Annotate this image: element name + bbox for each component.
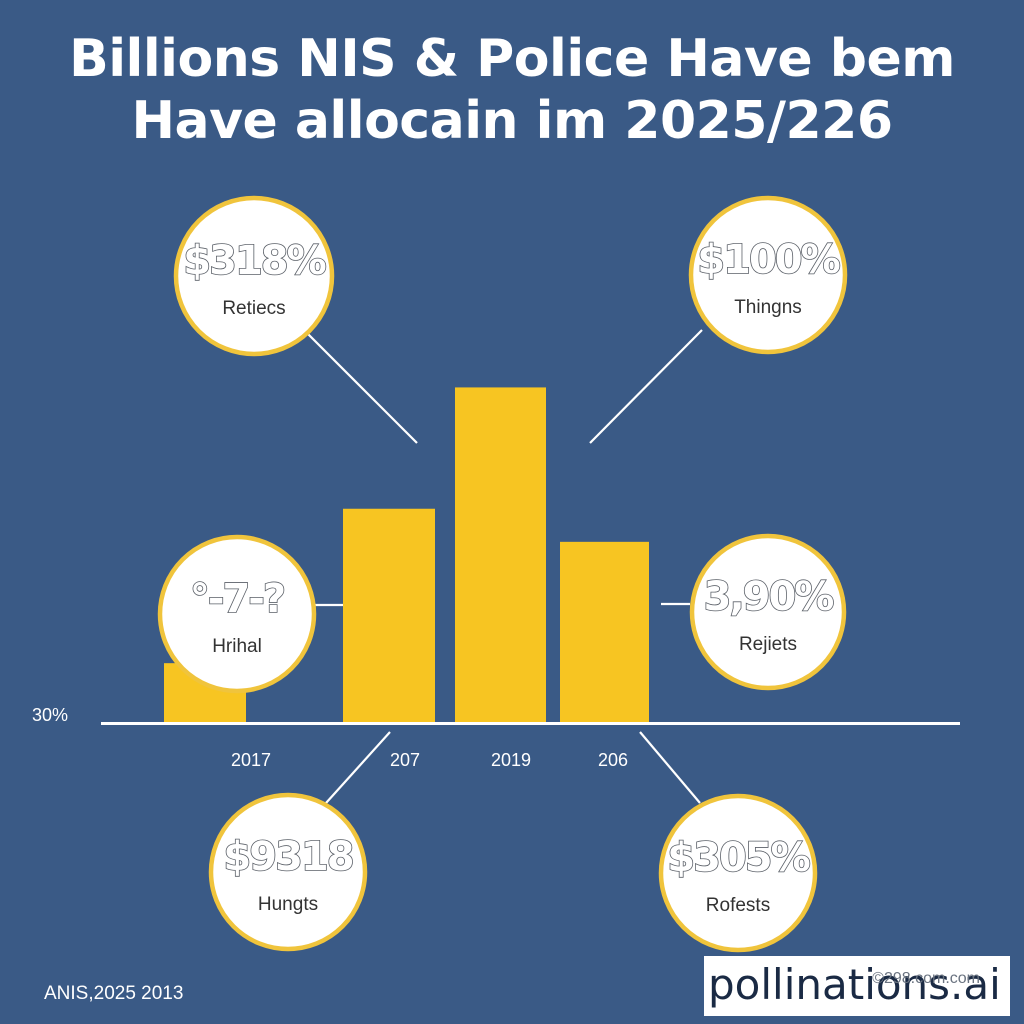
watermark-text: pollinations.ai [708, 960, 1001, 1009]
tick-label-2017: 2017 [231, 750, 271, 770]
bubble-circle [173, 195, 335, 357]
annotation-bubble-middle-left: °-7-? Hrihal [157, 534, 317, 694]
bar-2019 [455, 387, 546, 722]
tick-label-2019: 2019 [491, 750, 531, 770]
bubble-value: °-7-? [190, 576, 284, 622]
leader-line-1 [305, 331, 418, 444]
bubble-circle [208, 792, 368, 952]
bubble-value: $318% [183, 238, 325, 284]
bubble-circle [688, 195, 848, 355]
bubble-label: Retiecs [222, 298, 285, 319]
y-axis-label: 30% [32, 705, 68, 725]
bubble-label: Rofests [706, 895, 770, 916]
tick-label-206: 206 [598, 750, 628, 770]
annotation-bubble-bottom-left: $9318 Hungts [208, 792, 368, 952]
footer-caption: ANIS,2025 2013 [44, 983, 184, 1004]
watermark-logo: pollinations.ai ©298.com.com [704, 956, 1010, 1016]
leader-line-5 [325, 731, 391, 804]
annotation-bubble-middle-right: 3,90% Rejiets [689, 533, 847, 691]
bar-206 [560, 541, 649, 722]
annotation-bubble-bottom-right: $305% Rofests [658, 793, 818, 953]
bubble-value: 3,90% [704, 574, 834, 620]
bubble-circle [689, 533, 847, 691]
tick-label-207: 207 [390, 750, 420, 770]
annotation-bubble-top-left: $318% Retiecs [173, 195, 335, 357]
bubble-label: Rejiets [739, 634, 797, 655]
watermark-subtext: ©298.com.com [872, 970, 980, 987]
bar-207 [343, 508, 435, 722]
bubble-value: $100% [697, 237, 839, 283]
annotation-bubble-top-right: $100% Thingns [688, 195, 848, 355]
chart-title: Billions NIS & Police Have bem Have allo… [20, 28, 1004, 152]
bubble-circle [658, 793, 818, 953]
bubble-label: Hrihal [212, 636, 262, 657]
bubble-value: $305% [667, 835, 809, 881]
bubble-value: $9318 [223, 834, 352, 880]
title-line-1: Billions NIS & Police Have bem [69, 29, 955, 89]
title-line-2: Have allocain im 2025/226 [131, 91, 893, 151]
leader-line-6 [639, 731, 701, 804]
bubble-circle [157, 534, 317, 694]
bubble-label: Hungts [258, 894, 318, 915]
bubble-label: Thingns [734, 297, 802, 318]
leader-line-2 [589, 329, 703, 444]
